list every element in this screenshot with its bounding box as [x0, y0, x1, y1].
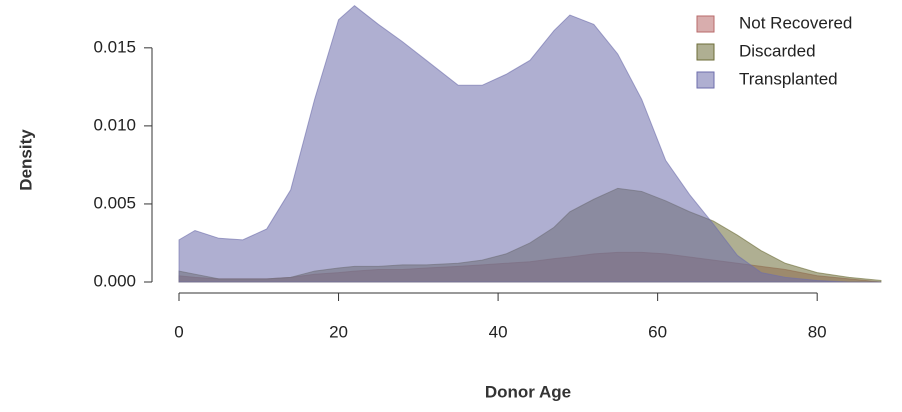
y-tick-label: 0.005	[93, 193, 136, 212]
x-tick-label: 0	[174, 322, 183, 341]
density-area	[178, 5, 881, 283]
x-tick-label: 40	[489, 322, 508, 341]
y-tick-label: 0.010	[93, 115, 136, 134]
x-tick-label: 20	[329, 322, 348, 341]
x-tick-label: 60	[648, 322, 667, 341]
legend-swatch	[696, 43, 715, 61]
y-tick-label: 0.015	[93, 37, 136, 56]
x-axis-title: Donor Age	[485, 382, 571, 401]
y-axis-title: Density	[16, 129, 35, 191]
legend-swatch	[696, 15, 715, 33]
x-tick-label: 80	[808, 322, 827, 341]
y-tick-label: 0.000	[93, 271, 136, 290]
legend-label: Transplanted	[739, 69, 838, 88]
legend-label: Discarded	[739, 41, 816, 60]
legend-label: Not Recovered	[739, 13, 852, 32]
legend-swatch	[696, 71, 715, 89]
